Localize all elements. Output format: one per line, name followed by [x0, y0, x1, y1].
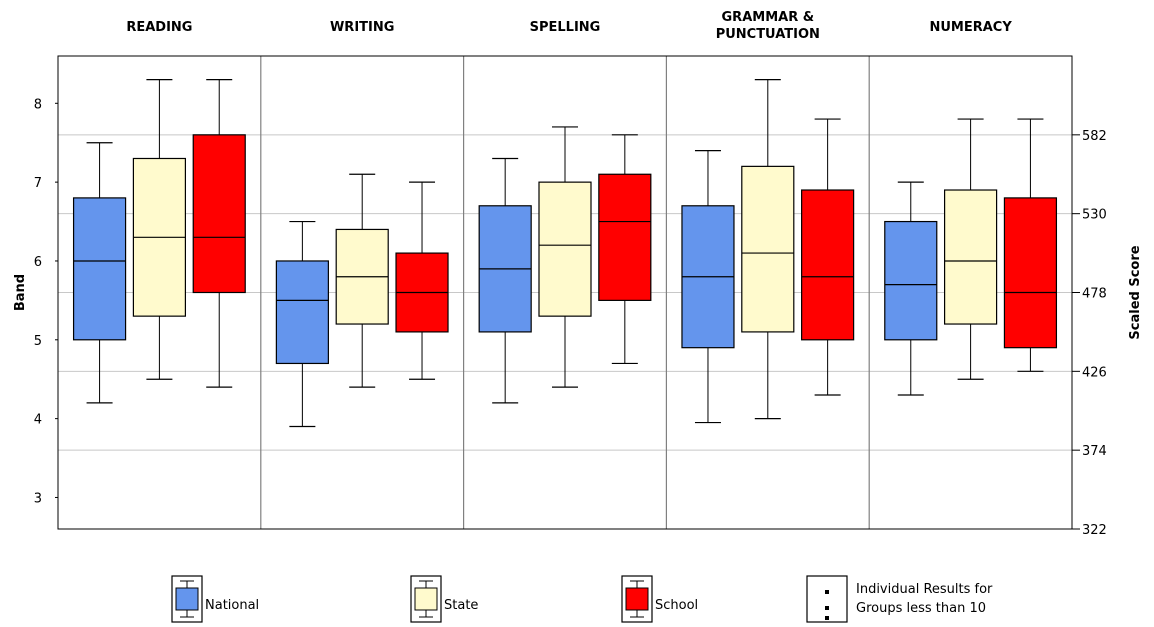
legend-note-line1: Individual Results for	[856, 582, 993, 597]
panel-header-line: GRAMMAR &	[722, 10, 815, 25]
panel-header: WRITING	[330, 20, 394, 35]
box-iqr	[72, 197, 127, 341]
legend-label: State	[444, 598, 478, 613]
y-tick-label: 6	[34, 255, 42, 270]
legend-note-dot	[825, 606, 829, 610]
panel-header: READING	[126, 20, 192, 35]
box-iqr	[943, 189, 998, 325]
y2-axis-title: Scaled Score	[1128, 245, 1143, 339]
legend-note-dot	[825, 590, 829, 594]
box-school	[801, 118, 855, 396]
y2-tick-label: 374	[1082, 444, 1107, 459]
box-school	[1003, 118, 1058, 372]
box-state	[741, 79, 795, 420]
panel-header-line: SPELLING	[530, 20, 601, 35]
box-iqr	[801, 189, 855, 341]
legend: National State School Individual Results fo…	[171, 575, 993, 623]
y-axis-right: 322 374 426 478 530 582	[1072, 129, 1107, 538]
box-school	[598, 134, 652, 365]
panel-header-line: READING	[126, 20, 192, 35]
boxes-layer	[72, 79, 1058, 428]
panel-header: SPELLING	[530, 20, 601, 35]
panel-header-line: PUNCTUATION	[716, 27, 820, 42]
legend-label: National	[205, 598, 259, 613]
panel-headers: READING WRITING SPELLING GRAMMAR & PUNCTUATI…	[126, 10, 1012, 42]
legend-item-state: State	[410, 575, 478, 623]
box-state	[335, 173, 389, 388]
y-axis-left: 3 4 5 6 7 8	[34, 97, 58, 506]
panel-header: GRAMMAR & PUNCTUATION	[716, 10, 820, 42]
y-tick-label: 3	[34, 491, 42, 506]
box-state	[943, 118, 998, 380]
legend-note-frame	[806, 575, 848, 623]
box-iqr	[1003, 197, 1058, 349]
box-iqr	[538, 181, 592, 317]
panel-header-line: WRITING	[330, 20, 394, 35]
legend-item-school: School	[621, 575, 698, 623]
legend-note-line2: Groups less than 10	[856, 601, 986, 616]
box-national	[681, 150, 735, 424]
box-iqr	[275, 260, 329, 365]
box-national	[72, 142, 127, 404]
box-school	[395, 181, 449, 380]
y-tick-label: 4	[34, 413, 42, 428]
y2-tick-label: 478	[1082, 287, 1107, 302]
y2-tick-label: 582	[1082, 129, 1107, 144]
box-state	[538, 126, 592, 388]
y2-tick-label: 530	[1082, 208, 1107, 223]
y2-tick-label: 426	[1082, 365, 1107, 380]
box-iqr	[598, 173, 652, 301]
box-national	[884, 181, 938, 396]
y-tick-label: 5	[34, 334, 42, 349]
legend-swatch	[175, 587, 199, 611]
legend-swatch	[625, 587, 649, 611]
y-tick-label: 8	[34, 97, 42, 112]
y2-tick-label: 322	[1082, 523, 1107, 538]
panel-header: NUMERACY	[929, 20, 1012, 35]
y-tick-label: 7	[34, 176, 42, 191]
box-school	[192, 79, 246, 388]
panel-dividers	[260, 56, 870, 529]
box-national	[478, 157, 532, 404]
box-iqr	[192, 134, 246, 294]
legend-swatch	[414, 587, 438, 611]
box-iqr	[884, 220, 938, 341]
box-iqr	[741, 165, 795, 333]
legend-note: Individual Results for Groups less than 1…	[806, 575, 993, 623]
legend-note-dot	[825, 616, 829, 620]
y-axis-title: Band	[13, 274, 28, 311]
box-state	[132, 79, 186, 380]
legend-label: School	[655, 598, 698, 613]
legend-item-national: National	[171, 575, 259, 623]
box-national	[275, 220, 329, 428]
panel-header-line: NUMERACY	[929, 20, 1012, 35]
